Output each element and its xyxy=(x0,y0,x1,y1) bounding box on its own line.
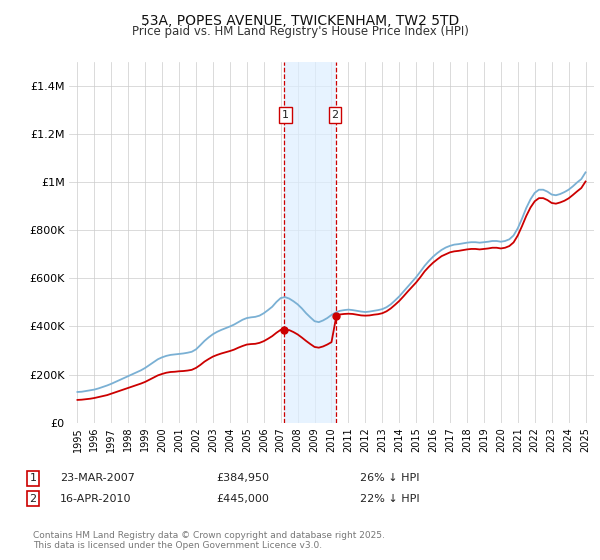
Text: Price paid vs. HM Land Registry's House Price Index (HPI): Price paid vs. HM Land Registry's House … xyxy=(131,25,469,38)
Text: Contains HM Land Registry data © Crown copyright and database right 2025.
This d: Contains HM Land Registry data © Crown c… xyxy=(33,531,385,550)
Text: £445,000: £445,000 xyxy=(216,494,269,504)
Text: £384,950: £384,950 xyxy=(216,473,269,483)
Text: 26% ↓ HPI: 26% ↓ HPI xyxy=(360,473,419,483)
Text: 2: 2 xyxy=(331,110,338,120)
Text: 22% ↓ HPI: 22% ↓ HPI xyxy=(360,494,419,504)
Text: 16-APR-2010: 16-APR-2010 xyxy=(60,494,131,504)
Bar xyxy=(284,62,337,423)
Text: 1: 1 xyxy=(282,110,289,120)
Text: 53A, POPES AVENUE, TWICKENHAM, TW2 5TD: 53A, POPES AVENUE, TWICKENHAM, TW2 5TD xyxy=(141,14,459,28)
Text: 2: 2 xyxy=(29,494,37,504)
Text: 23-MAR-2007: 23-MAR-2007 xyxy=(60,473,135,483)
Text: 1: 1 xyxy=(29,473,37,483)
